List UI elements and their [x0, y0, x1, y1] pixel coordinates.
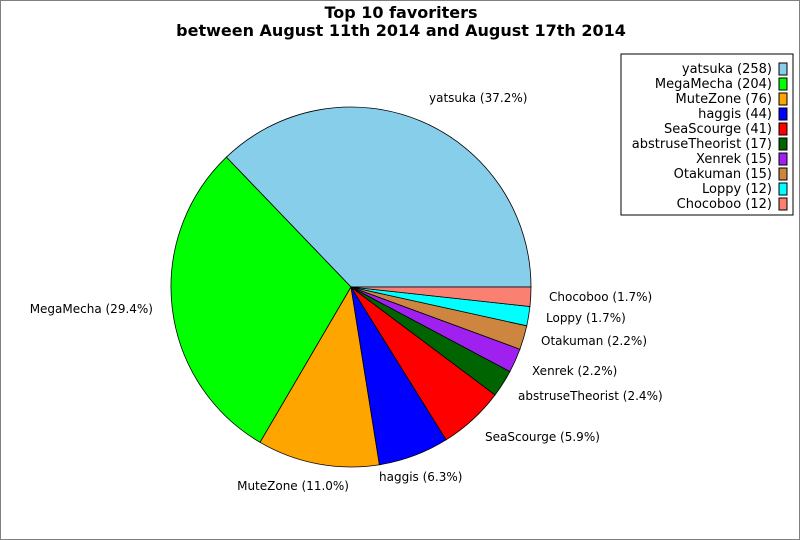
slice-label-MegaMecha: MegaMecha (29.4%) — [30, 302, 153, 316]
chart-subtitle: between August 11th 2014 and August 17th… — [176, 21, 626, 40]
legend-label-Xenrek: Xenrek (15) — [696, 152, 772, 167]
legend-swatch-abstruseTheorist — [778, 137, 788, 151]
legend-label-abstruseTheorist: abstruseTheorist (17) — [632, 137, 772, 152]
slice-label-abstruseTheorist: abstruseTheorist (2.4%) — [518, 389, 663, 403]
legend-swatch-yatsuka — [778, 62, 788, 76]
slice-label-SeaScourge: SeaScourge (5.9%) — [485, 430, 600, 444]
legend-label-MuteZone: MuteZone (76) — [676, 92, 772, 107]
slice-label-yatsuka: yatsuka (37.2%) — [429, 91, 527, 105]
legend-swatch-MuteZone — [778, 92, 788, 106]
legend-swatch-Xenrek — [778, 152, 788, 166]
legend-label-yatsuka: yatsuka (258) — [682, 62, 772, 77]
slice-label-MuteZone: MuteZone (11.0%) — [237, 479, 349, 493]
pie-slice-MuteZone — [259, 285, 380, 468]
legend-swatch-SeaScourge — [778, 122, 788, 136]
legend-swatch-MegaMecha — [778, 77, 788, 91]
slice-label-Chocoboo: Chocoboo (1.7%) — [549, 290, 652, 304]
legend-label-Loppy: Loppy (12) — [702, 182, 772, 197]
legend-label-Otakuman: Otakuman (15) — [674, 167, 772, 182]
legend-swatch-Otakuman — [778, 167, 788, 181]
legend-swatch-Chocoboo — [778, 197, 788, 211]
legend-box — [620, 53, 794, 216]
legend-label-Chocoboo: Chocoboo (12) — [677, 197, 772, 212]
pie-slice-yatsuka — [225, 106, 532, 288]
legend-label-SeaScourge: SeaScourge (41) — [664, 122, 772, 137]
legend-swatch-haggis — [778, 107, 788, 121]
pie-slice-Chocoboo — [350, 286, 532, 307]
slice-label-Xenrek: Xenrek (2.2%) — [532, 364, 617, 378]
chart-title: Top 10 favoriters — [324, 3, 477, 22]
legend-label-haggis: haggis (44) — [698, 107, 772, 122]
legend-label-MegaMecha: MegaMecha (204) — [655, 77, 772, 92]
slice-label-Loppy: Loppy (1.7%) — [546, 311, 626, 325]
pie-slice-MegaMecha — [170, 156, 352, 443]
slice-label-Otakuman: Otakuman (2.2%) — [541, 334, 647, 348]
slice-label-haggis: haggis (6.3%) — [379, 470, 462, 484]
legend-swatch-Loppy — [778, 182, 788, 196]
